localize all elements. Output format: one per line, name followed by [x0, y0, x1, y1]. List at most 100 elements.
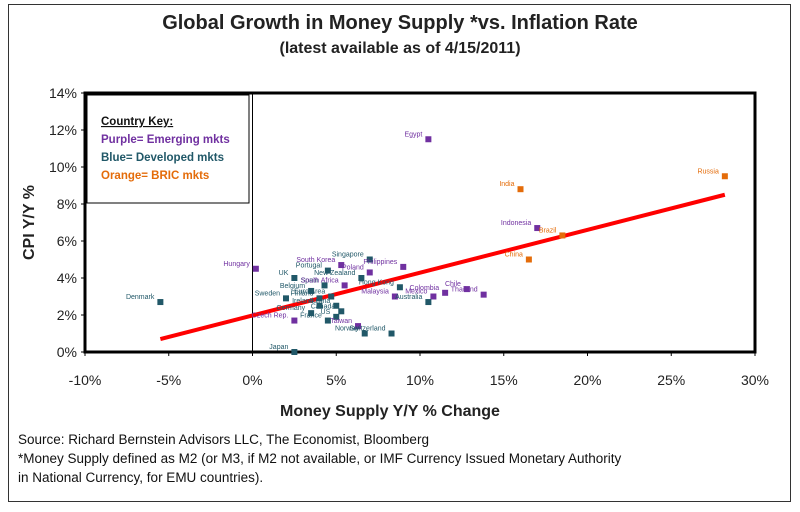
- point-label: UK: [279, 270, 289, 277]
- y-tick-label: 6%: [57, 233, 77, 249]
- data-point: [388, 330, 395, 337]
- point-label: Thailand: [451, 287, 478, 294]
- data-point: [425, 136, 432, 143]
- point-label: Malaysia: [361, 289, 389, 296]
- point-label: Sweden: [255, 290, 280, 297]
- data-point: [291, 275, 298, 281]
- point-label: Egypt: [404, 131, 422, 138]
- chart-subtitle: (latest available as of 4/15/2011): [279, 40, 521, 57]
- point-label: Euro Area: [294, 289, 325, 296]
- point-label: Russia: [697, 168, 719, 175]
- data-point: [341, 282, 348, 289]
- legend-title: Country Key:: [101, 116, 173, 128]
- point-label: Hong Kong: [359, 279, 394, 286]
- point-label: Philippines: [363, 259, 397, 266]
- point-label: Taiwan: [330, 318, 352, 325]
- point-label: Norway: [335, 326, 359, 333]
- data-point: [358, 275, 365, 281]
- point-label: Poland: [342, 264, 364, 271]
- point-label: Belgium: [280, 283, 305, 290]
- data-point: [391, 293, 398, 300]
- legend-entry: Orange= BRIC mkts: [101, 170, 209, 182]
- y-tick-label: 4%: [57, 270, 77, 286]
- y-axis-title: CPI Y/Y %: [21, 185, 38, 260]
- x-tick-label: 30%: [741, 372, 769, 388]
- point-label: Denmark: [126, 294, 155, 301]
- x-axis-title: Money Supply Y/Y % Change: [280, 403, 500, 420]
- data-point: [328, 293, 335, 300]
- point-label: Austria: [308, 298, 330, 305]
- point-label: Canada: [311, 303, 336, 310]
- point-label: Colombia: [410, 285, 440, 292]
- chart-title: Global Growth in Money Supply *vs. Infla…: [162, 12, 638, 34]
- point-label: Spain: [301, 277, 319, 284]
- data-point: [338, 262, 345, 269]
- legend-entry: Purple= Emerging mkts: [101, 134, 230, 146]
- data-point: [252, 265, 259, 272]
- data-point: [559, 232, 566, 239]
- point-label: Germany: [276, 305, 305, 312]
- y-tick-label: 14%: [49, 85, 77, 101]
- chart-frame: [8, 4, 791, 502]
- data-point: [463, 286, 470, 293]
- point-label: Mexico: [405, 289, 427, 296]
- x-tick-label: 5%: [326, 372, 346, 388]
- data-point: [517, 186, 524, 193]
- y-tick-label: 8%: [57, 196, 77, 212]
- data-point: [308, 287, 315, 294]
- data-point: [525, 256, 532, 263]
- data-point: [324, 317, 331, 324]
- x-tick-label: 20%: [573, 372, 601, 388]
- x-tick-label: 0%: [242, 372, 262, 388]
- point-label: India: [499, 181, 514, 188]
- scatter-chart: 0% 2% 4% 6% 8% 10% 12% 14% -10% -5% 0% 5% 10% 15% 20% 2…: [21, 85, 769, 420]
- data-point: [430, 293, 437, 300]
- point-label: Japan: [269, 344, 288, 351]
- point-label: Brazil: [539, 227, 557, 234]
- data-point: [333, 302, 340, 309]
- data-point: [721, 173, 728, 180]
- x-tick-label: 10%: [406, 372, 434, 388]
- data-point: [316, 295, 323, 302]
- data-point: [291, 349, 298, 355]
- trend-line: [159, 192, 726, 341]
- source-footnote-line: in National Currency, for EMU countries)…: [18, 470, 264, 485]
- x-tick-label: -10%: [69, 372, 102, 388]
- point-label: Indonesia: [501, 220, 531, 227]
- point-label: Australia: [395, 294, 422, 301]
- y-tick-label: 12%: [49, 122, 77, 138]
- point-label: Hungary: [223, 261, 250, 268]
- data-point: [366, 256, 373, 263]
- point-label: Switzerland: [349, 326, 385, 333]
- data-point: [333, 313, 340, 320]
- point-label: Chile: [445, 281, 461, 288]
- y-tick-label: 0%: [57, 344, 77, 360]
- data-point: [425, 299, 432, 306]
- source-footnote-line: *Money Supply defined as M2 (or M3, if M…: [18, 451, 622, 466]
- point-label: US: [321, 309, 331, 316]
- point-label: Ireland: [292, 298, 314, 305]
- x-tick-label: -5%: [156, 372, 181, 388]
- point-label: New Zealand: [314, 270, 355, 277]
- data-point: [291, 317, 298, 324]
- data-point: [338, 308, 345, 315]
- x-tick-label: 25%: [657, 372, 685, 388]
- point-label: Finland: [291, 290, 314, 297]
- legend-box: [86, 94, 250, 204]
- data-point: [396, 284, 403, 291]
- point-label: South Africa: [301, 277, 339, 284]
- data-point: [355, 323, 362, 330]
- data-point: [400, 263, 407, 270]
- x-tick-label: 15%: [490, 372, 518, 388]
- data-point: [534, 225, 541, 232]
- source-line: Source: Richard Bernstein Advisors LLC, …: [18, 432, 429, 447]
- data-point: [321, 282, 328, 289]
- point-label: South Korea: [296, 257, 335, 264]
- data-point: [442, 289, 449, 296]
- point-label: France: [300, 313, 322, 320]
- data-point: [157, 299, 164, 306]
- data-point: [316, 302, 323, 309]
- source-note: Source: Richard Bernstein Advisors LLC, …: [18, 430, 778, 487]
- data-point: [283, 295, 289, 302]
- data-point: [308, 310, 315, 317]
